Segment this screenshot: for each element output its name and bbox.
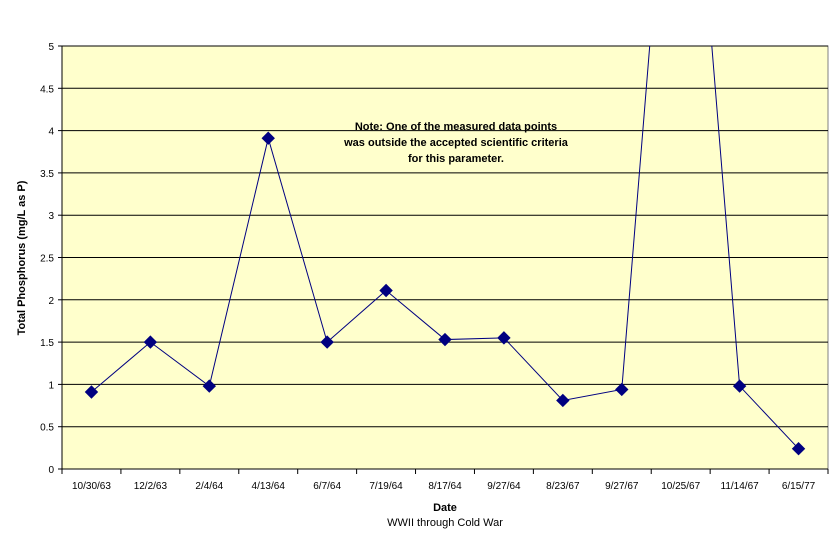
data-point-marker [791, 441, 806, 456]
x-tick-label: 6/7/64 [313, 481, 341, 492]
x-tick-label: 9/27/64 [487, 481, 521, 492]
x-tick-label: 12/2/63 [134, 481, 168, 492]
data-point-marker [261, 131, 275, 145]
y-tick-label: 3.5 [40, 169, 54, 180]
y-tick-label: 1.5 [40, 338, 54, 349]
y-tick-label: 4 [48, 127, 54, 138]
data-point-marker [202, 379, 217, 393]
annotation-line-1: Note: One of the measured data points [355, 121, 557, 133]
y-tick-label: 5 [48, 42, 54, 53]
x-axis-ticks: 10/30/63 12/2/63 2/4/64 4/13/64 6/7/64 7/19/6… [61, 468, 829, 492]
data-point-marker [497, 331, 511, 345]
data-point-marker [438, 332, 452, 347]
x-tick-label: 6/15/77 [782, 481, 816, 492]
x-tick-label: 8/17/64 [428, 481, 462, 492]
y-tick-label: 0 [48, 465, 54, 476]
x-tick-label: 10/30/63 [72, 481, 111, 492]
data-point-marker [143, 335, 158, 349]
x-axis-title: Date [433, 502, 457, 514]
series-markers [84, 131, 806, 456]
x-tick-label: 4/13/64 [252, 481, 286, 492]
y-axis-ticks: 0 0.5 1 1.5 2 2.5 3 3.5 4 4.5 5 [40, 42, 63, 476]
y-axis-title: Total Phosphorus (mg/L as P) [16, 180, 28, 335]
x-axis-subtitle: WWII through Cold War [387, 517, 503, 529]
x-tick-label: 9/27/67 [605, 481, 639, 492]
y-tick-label: 2 [48, 296, 54, 307]
data-point-marker [556, 393, 570, 408]
annotation-line-2: was outside the accepted scientific crit… [343, 137, 569, 149]
data-point-marker [732, 379, 747, 393]
x-tick-label: 8/23/67 [546, 481, 580, 492]
data-point-marker [320, 335, 334, 349]
y-tick-label: 3 [48, 211, 54, 222]
y-tick-label: 4.5 [40, 84, 54, 95]
data-point-marker [615, 382, 629, 397]
x-tick-label: 7/19/64 [369, 481, 403, 492]
y-tick-label: 1 [48, 380, 54, 391]
data-point-marker [379, 283, 393, 298]
data-point-marker [84, 385, 99, 399]
gridlines [62, 45, 828, 428]
x-tick-label: 10/25/67 [661, 481, 700, 492]
y-tick-label: 0.5 [40, 423, 54, 434]
y-tick-label: 2.5 [40, 254, 54, 265]
x-tick-label: 2/4/64 [195, 481, 223, 492]
annotation-line-3: for this parameter. [408, 153, 504, 165]
x-tick-label: 11/14/67 [721, 481, 760, 492]
